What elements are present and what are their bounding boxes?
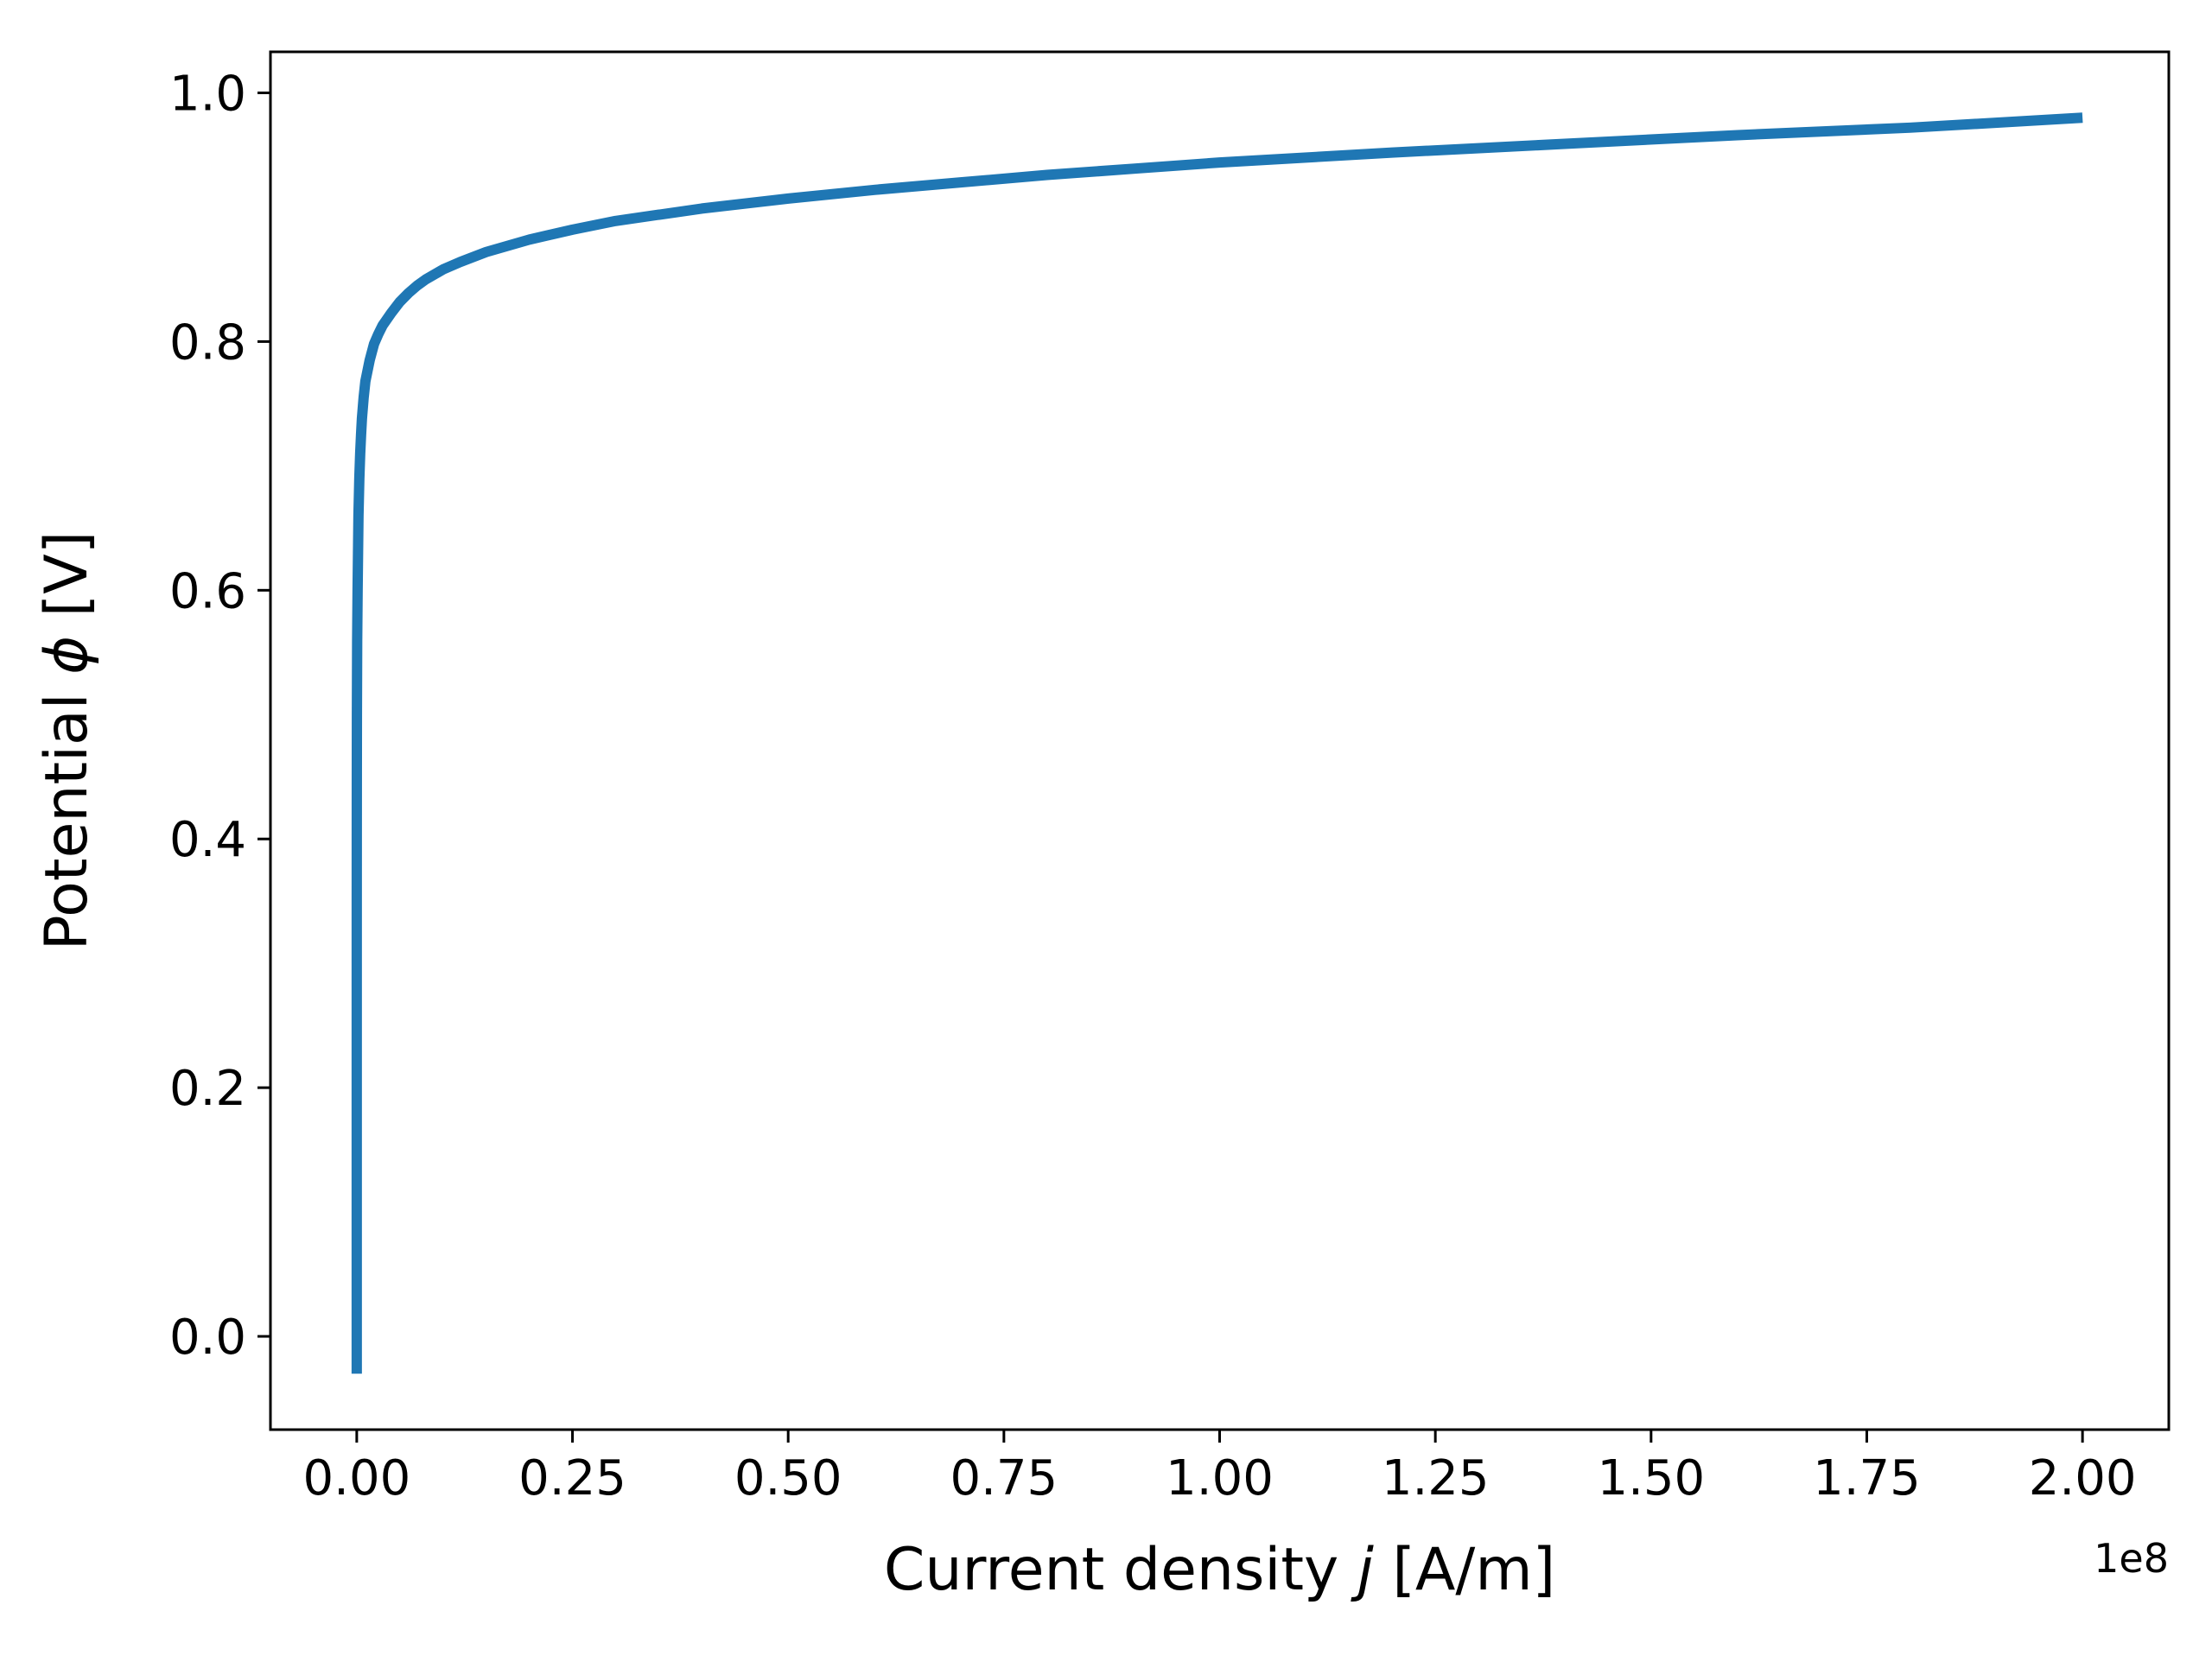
y-axis-label-main: Potential bbox=[33, 675, 101, 951]
x-tick-label: 0.25 bbox=[518, 1450, 626, 1507]
y-tick-label: 0.8 bbox=[169, 314, 246, 371]
x-axis-offset-label: 1e8 bbox=[2094, 1535, 2169, 1582]
y-tick-label: 0.2 bbox=[169, 1061, 246, 1117]
y-axis-label: Potential ϕ [V] bbox=[33, 531, 101, 951]
y-tick-label: 0.6 bbox=[169, 563, 246, 619]
x-tick-label: 1.00 bbox=[1166, 1450, 1274, 1507]
x-axis-label-main: Current density bbox=[884, 1536, 1357, 1604]
x-axis-label: Current density j [A/m] bbox=[884, 1536, 1555, 1604]
x-tick-label: 1.50 bbox=[1597, 1450, 1705, 1507]
x-tick-label: 2.00 bbox=[2029, 1450, 2137, 1507]
x-tick-label: 1.75 bbox=[1813, 1450, 1921, 1507]
y-axis-label-symbol: ϕ bbox=[33, 636, 101, 675]
x-tick-label: 1.25 bbox=[1382, 1450, 1490, 1507]
x-axis-label-unit: [A/m] bbox=[1374, 1536, 1555, 1604]
y-axis: 0.0 0.2 0.4 0.6 0.8 1.0 bbox=[169, 67, 270, 1366]
y-tick-label: 1.0 bbox=[169, 67, 246, 123]
x-tick-label: 0.75 bbox=[950, 1450, 1058, 1507]
y-axis-label-unit: [V] bbox=[33, 531, 101, 636]
x-tick-label: 0.00 bbox=[303, 1450, 411, 1507]
y-tick-label: 0.0 bbox=[169, 1310, 246, 1366]
x-tick-label: 0.50 bbox=[734, 1450, 842, 1507]
plot-area bbox=[351, 112, 2083, 1374]
y-tick-label: 0.4 bbox=[169, 812, 246, 868]
x-axis: 0.00 0.25 0.50 0.75 1.00 1.25 1.50 1.75 2.00 bbox=[303, 1430, 2137, 1507]
series-line-0 bbox=[351, 112, 2083, 1374]
